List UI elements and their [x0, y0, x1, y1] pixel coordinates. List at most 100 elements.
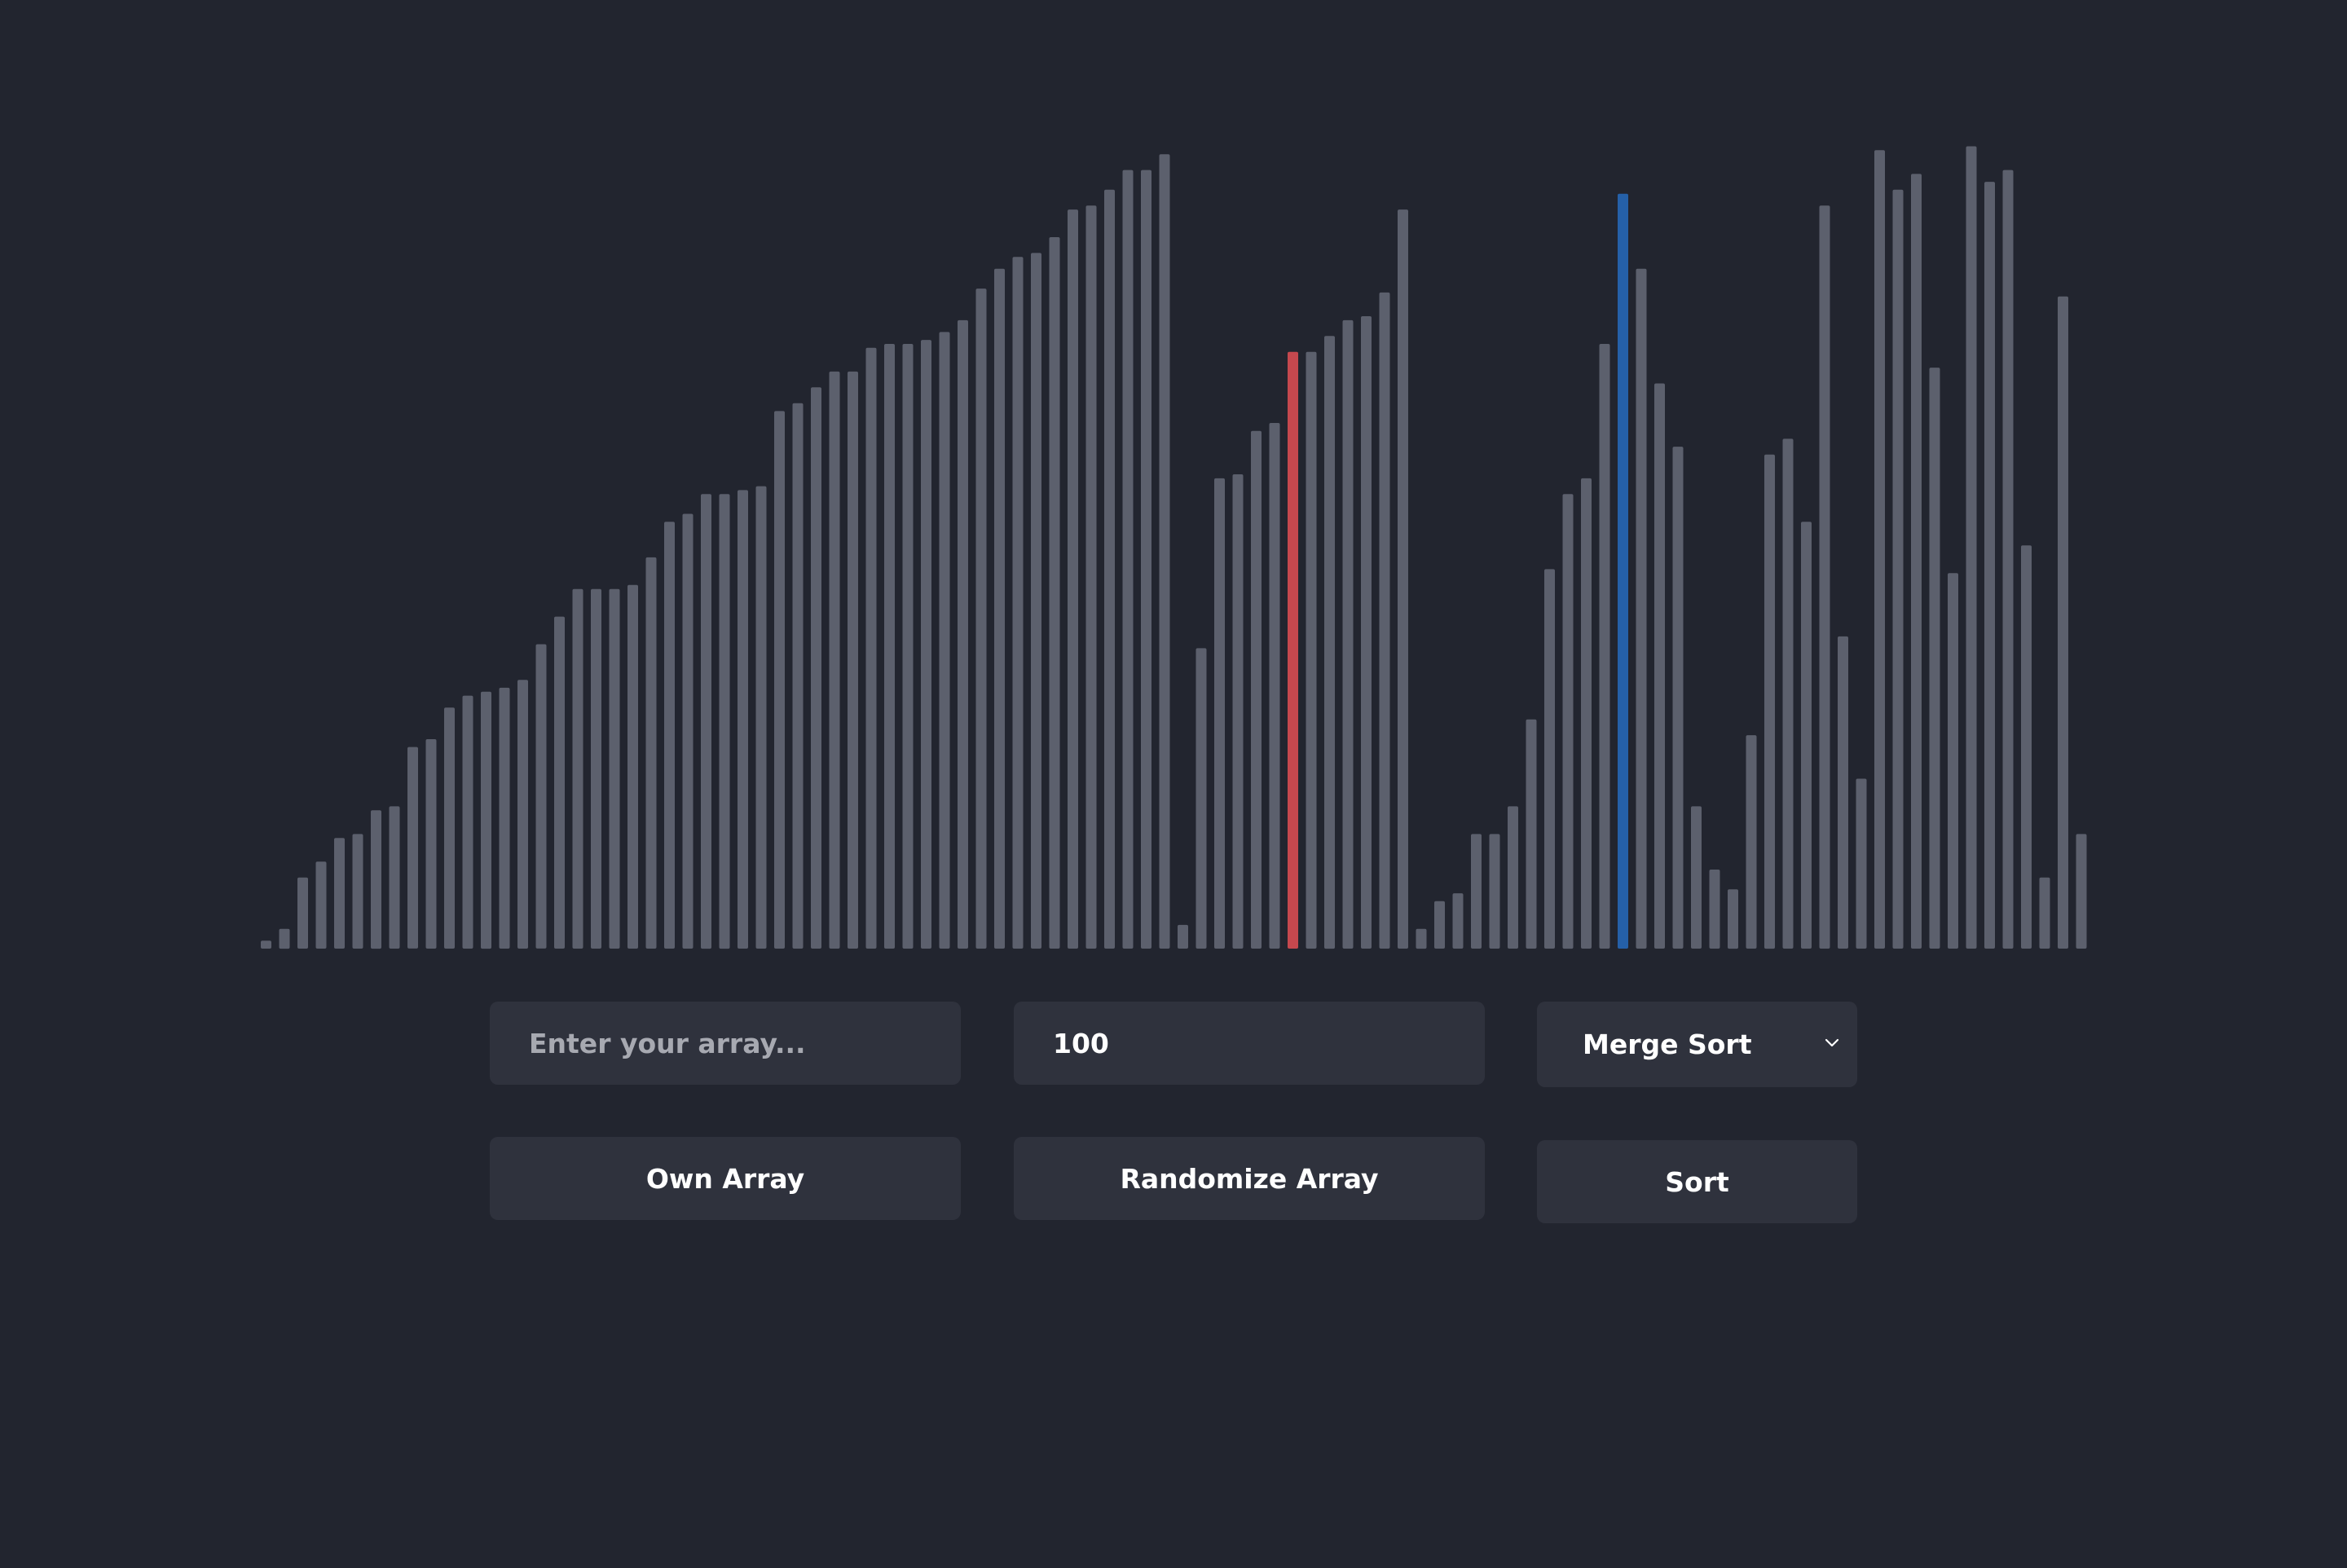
array-bar	[1251, 430, 1262, 949]
array-bar	[1342, 319, 1354, 949]
array-bar	[1911, 174, 1922, 949]
array-bar	[738, 490, 748, 949]
array-bar	[334, 838, 345, 949]
array-bar	[1012, 257, 1024, 949]
array-bar	[627, 584, 638, 949]
array-bar	[1489, 834, 1500, 949]
array-bar	[1764, 454, 1775, 949]
array-bar	[1178, 924, 1188, 949]
array-bar	[371, 810, 381, 949]
array-bar	[958, 319, 968, 949]
array-bar	[1618, 193, 1628, 949]
array-bar	[921, 340, 931, 949]
array-bar	[517, 680, 528, 949]
array-bar	[407, 747, 418, 949]
array-bar	[1599, 344, 1610, 949]
array-bar	[2058, 296, 2068, 949]
array-bar	[1929, 368, 1940, 949]
chevron-down-icon	[1825, 1038, 1839, 1046]
array-bar	[664, 522, 675, 949]
array-bar	[297, 877, 308, 949]
array-bar	[1269, 423, 1280, 949]
array-bar	[261, 940, 271, 949]
array-bar	[1434, 901, 1445, 949]
array-bar	[1526, 719, 1537, 949]
array-bar	[1984, 182, 1995, 949]
sort-button[interactable]: Sort	[1537, 1140, 1857, 1223]
array-bar	[572, 588, 583, 949]
array-bar	[1049, 237, 1060, 949]
array-bar	[425, 739, 437, 949]
array-bar	[1728, 889, 1738, 949]
array-bar	[1838, 636, 1848, 949]
array-bar	[1856, 778, 1867, 949]
array-bar	[1746, 735, 1757, 949]
array-bar	[939, 332, 950, 949]
array-bar	[682, 513, 694, 949]
array-bar	[1948, 573, 1958, 949]
array-bar	[848, 371, 858, 949]
array-bar	[1214, 478, 1225, 949]
array-bar	[444, 707, 455, 949]
array-bar	[1636, 268, 1647, 949]
array-bar	[535, 644, 547, 949]
array-bar	[2021, 545, 2032, 949]
array-bar	[1288, 351, 1298, 949]
array-bar	[1141, 170, 1151, 949]
array-bar	[1709, 870, 1720, 949]
array-bar	[1581, 478, 1592, 949]
array-bar	[865, 347, 877, 949]
array-bar	[975, 288, 987, 949]
array-bar	[609, 588, 620, 949]
own-array-button[interactable]: Own Array	[490, 1137, 961, 1220]
array-bar	[774, 411, 785, 949]
algorithm-select[interactable]: Merge Sort	[1537, 1002, 1857, 1087]
array-visualizer	[261, 146, 2087, 949]
array-bar	[1562, 494, 1574, 949]
array-bar	[884, 344, 895, 949]
array-bar	[811, 387, 821, 949]
array-bar	[1672, 447, 1684, 949]
array-bar	[645, 557, 657, 949]
array-bar	[1416, 928, 1427, 949]
array-bar	[2039, 877, 2050, 949]
array-bar	[1471, 834, 1482, 949]
array-bar	[1544, 569, 1555, 949]
array-bar	[1819, 205, 1830, 949]
array-bar	[1892, 189, 1904, 949]
array-bar	[1398, 209, 1408, 949]
array-bar	[1508, 806, 1518, 949]
array-bar	[829, 371, 840, 949]
array-bar	[279, 928, 290, 949]
array-bar	[1361, 316, 1372, 949]
array-bar	[792, 403, 804, 949]
array-bar	[1801, 522, 1812, 949]
array-bar	[1196, 648, 1207, 949]
array-bar	[701, 494, 711, 949]
array-bar	[994, 268, 1005, 949]
array-bar	[1966, 146, 1977, 949]
array-bar	[902, 344, 914, 949]
array-bar	[2076, 834, 2087, 949]
array-bar	[352, 834, 363, 949]
array-bar	[499, 687, 510, 949]
array-size-input[interactable]	[1014, 1002, 1485, 1085]
array-bar	[1085, 205, 1097, 949]
own-array-input[interactable]	[490, 1002, 961, 1085]
algorithm-select-value: Merge Sort	[1583, 1028, 1752, 1060]
array-bar	[1232, 474, 1244, 949]
bar-chart	[261, 146, 2087, 949]
array-bar	[719, 494, 730, 949]
randomize-array-button[interactable]: Randomize Array	[1014, 1137, 1485, 1220]
array-bar	[1306, 351, 1317, 949]
array-bar	[1324, 336, 1335, 949]
array-bar	[591, 588, 601, 949]
array-bar	[1031, 253, 1041, 949]
array-bar	[554, 616, 565, 949]
array-bar	[1068, 209, 1078, 949]
array-bar	[1122, 170, 1134, 949]
array-bar	[1691, 806, 1702, 949]
array-bar	[1654, 383, 1665, 949]
array-bar	[2002, 170, 2014, 949]
array-bar	[1159, 154, 1170, 949]
